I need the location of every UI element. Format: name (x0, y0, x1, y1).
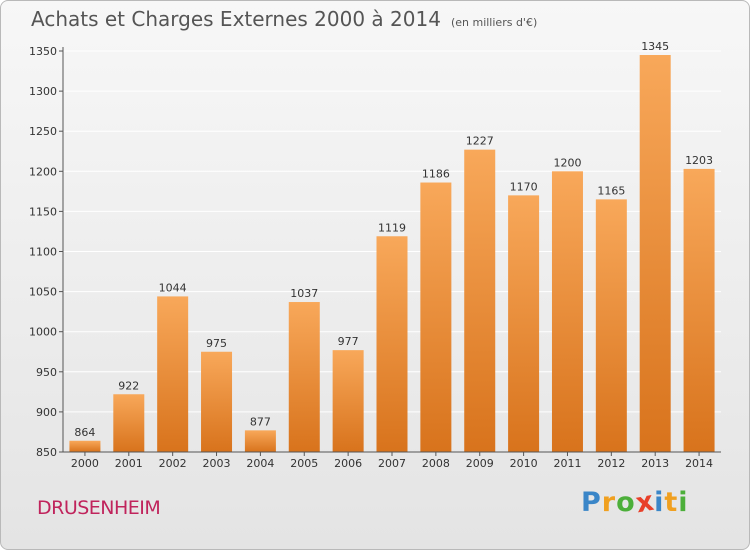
bar-2008 (420, 182, 452, 452)
bar-2006 (332, 350, 364, 452)
bar-2001 (113, 394, 145, 452)
bar-2005 (288, 302, 320, 452)
value-label-2011: 1200 (553, 156, 581, 169)
value-label-2008: 1186 (422, 168, 450, 181)
y-tick-label: 1200 (29, 165, 57, 178)
x-tick-label-2007: 2007 (378, 457, 406, 470)
logo-letter: i (654, 487, 665, 518)
value-label-2002: 1044 (159, 281, 187, 294)
x-tick-label-2011: 2011 (553, 457, 581, 470)
y-tick-label: 1300 (29, 85, 57, 98)
bar-2003 (201, 351, 233, 452)
axes: 850 900 950 1000 1050 1100 1150 1200 1250 1300 135… (29, 45, 721, 470)
x-tick-label-2008: 2008 (422, 457, 450, 470)
y-tick-label: 900 (36, 406, 57, 419)
bar-2011 (551, 171, 583, 453)
y-tick-label: 1250 (29, 125, 57, 138)
value-label-2004: 877 (250, 415, 271, 428)
x-tick-label-2006: 2006 (334, 457, 362, 470)
bars: 864 922 1044 975 877 1037 977 1119 1186 1227 1170 1… (69, 40, 715, 453)
y-tick-label: 1350 (29, 45, 57, 58)
x-tick-label-2013: 2013 (641, 457, 669, 470)
bar-2002 (157, 296, 189, 452)
value-label-2006: 977 (338, 335, 359, 348)
value-label-2001: 922 (118, 379, 139, 392)
y-tick-label: 1150 (29, 205, 57, 218)
logo-letter: i (678, 487, 689, 518)
value-label-2013: 1345 (641, 40, 669, 53)
value-label-2010: 1170 (510, 180, 538, 193)
bar-2012 (595, 199, 627, 452)
logo-letter: t (664, 487, 679, 518)
x-tick-label-2014: 2014 (685, 457, 713, 470)
x-tick-label-2002: 2002 (159, 457, 187, 470)
logo-letter: o (616, 487, 636, 518)
bar-2004 (244, 430, 276, 452)
bar-2007 (376, 236, 408, 452)
value-label-2009: 1227 (466, 135, 494, 148)
value-label-2005: 1037 (290, 287, 318, 300)
logo-letter: P (581, 487, 602, 518)
value-label-2012: 1165 (597, 184, 625, 197)
bar-2000 (69, 440, 101, 452)
bar-2010 (508, 195, 540, 453)
logo-letter: r (601, 487, 617, 518)
value-label-2003: 975 (206, 337, 227, 350)
x-tick-label-2012: 2012 (597, 457, 625, 470)
y-tick-label: 1050 (29, 286, 57, 299)
x-tick-label-2001: 2001 (115, 457, 143, 470)
x-tick-label-2010: 2010 (510, 457, 538, 470)
y-tick-label: 1000 (29, 326, 57, 339)
x-tick-label-2009: 2009 (466, 457, 494, 470)
bar-2009 (464, 149, 496, 452)
chart-title: Achats et Charges Externes 2000 à 2014 (e… (31, 7, 537, 31)
x-tick-label-2004: 2004 (246, 457, 274, 470)
bar-2013 (639, 55, 671, 452)
y-tick-label: 850 (36, 446, 57, 459)
city-name: DRUSENHEIM (37, 497, 161, 519)
x-tick-label-2003: 2003 (203, 457, 231, 470)
value-label-2014: 1203 (685, 154, 713, 167)
x-tick-label-2005: 2005 (290, 457, 318, 470)
value-label-2000: 864 (74, 426, 95, 439)
value-label-2007: 1119 (378, 221, 406, 234)
y-tick-label: 1100 (29, 246, 57, 259)
chart-title-text: Achats et Charges Externes 2000 à 2014 (31, 7, 441, 31)
y-tick-label: 950 (36, 366, 57, 379)
chart-subtitle: (en milliers d'€) (450, 16, 538, 29)
bar-2014 (683, 168, 715, 453)
proxiti-logo: Proxiti (581, 486, 689, 520)
x-tick-label-2000: 2000 (71, 457, 99, 470)
